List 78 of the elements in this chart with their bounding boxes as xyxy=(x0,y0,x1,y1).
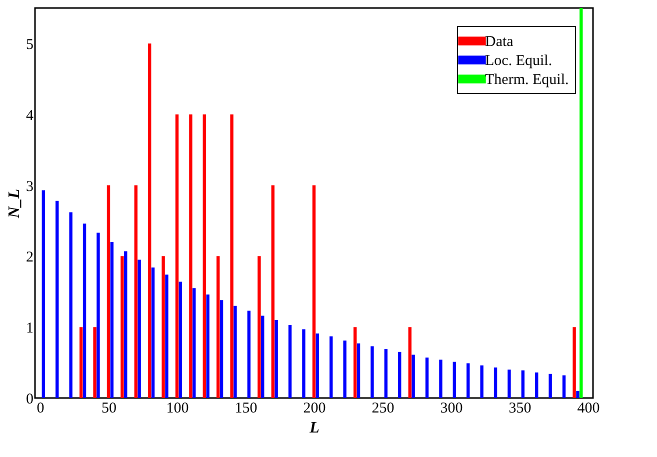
bar xyxy=(202,114,206,398)
bar xyxy=(398,352,402,398)
bar xyxy=(230,114,234,398)
bar xyxy=(370,346,374,398)
bar xyxy=(258,256,261,398)
bar xyxy=(312,185,316,398)
bar xyxy=(384,349,388,398)
bar xyxy=(261,316,264,398)
bar xyxy=(234,306,237,398)
bar xyxy=(572,327,576,398)
x-tick-label: 50 xyxy=(102,400,116,416)
bar xyxy=(82,224,86,398)
x-tick-label: 250 xyxy=(372,400,394,416)
bar xyxy=(480,365,484,398)
bar xyxy=(580,8,583,398)
bar xyxy=(412,354,415,398)
bar xyxy=(178,282,182,398)
x-tick-label: 100 xyxy=(166,400,189,416)
bar xyxy=(124,251,128,398)
bar xyxy=(206,294,210,398)
y-axis-title: N_L xyxy=(6,188,23,220)
bar xyxy=(452,362,456,398)
bar xyxy=(151,268,155,398)
bar xyxy=(548,374,552,398)
y-tick-label: 2 xyxy=(26,250,34,266)
bar xyxy=(576,390,580,398)
bar xyxy=(521,370,525,398)
bar xyxy=(562,375,566,398)
x-tick-label: 0 xyxy=(36,400,44,416)
bar xyxy=(134,185,138,398)
bar xyxy=(356,343,360,398)
bar xyxy=(165,274,168,398)
x-tick-label: 150 xyxy=(234,400,258,416)
bar xyxy=(175,114,179,398)
bar xyxy=(189,114,192,398)
bar xyxy=(148,43,152,398)
bar xyxy=(96,232,100,398)
x-tick-label: 300 xyxy=(440,400,463,416)
bar xyxy=(220,300,224,398)
bar xyxy=(425,358,429,398)
bar xyxy=(316,333,320,398)
bar xyxy=(508,370,511,398)
legend-label: Therm. Equil. xyxy=(485,72,569,88)
legend-label: Loc. Equil. xyxy=(485,53,552,69)
x-tick-label: 350 xyxy=(508,400,532,416)
bar xyxy=(271,185,274,398)
legend-label: Data xyxy=(485,34,514,50)
bar xyxy=(93,327,96,398)
x-axis-title: L xyxy=(308,420,320,436)
bar xyxy=(354,327,357,398)
bar xyxy=(535,372,538,398)
bar xyxy=(330,336,333,398)
bar xyxy=(408,327,412,398)
x-tick-label: 400 xyxy=(577,400,600,416)
bar xyxy=(110,242,114,398)
bar xyxy=(56,200,59,398)
bar xyxy=(343,340,346,398)
y-tick-label: 4 xyxy=(26,108,34,124)
bar xyxy=(288,324,292,398)
bar xyxy=(80,327,83,398)
bar xyxy=(439,360,442,398)
bar xyxy=(120,256,124,398)
bar xyxy=(247,310,251,398)
bar xyxy=(69,212,72,398)
y-tick-label: 3 xyxy=(26,178,34,195)
bar xyxy=(274,320,278,398)
bar xyxy=(494,368,498,398)
bar xyxy=(216,256,220,398)
bar xyxy=(192,288,196,398)
bar xyxy=(466,363,470,398)
x-tick-label: 200 xyxy=(303,400,326,416)
bar xyxy=(302,329,306,398)
bar xyxy=(162,256,165,398)
y-tick-label: 5 xyxy=(26,36,34,53)
bar xyxy=(138,260,141,398)
bar xyxy=(106,185,110,398)
bar xyxy=(42,190,46,398)
y-tick-label: 1 xyxy=(26,320,34,337)
